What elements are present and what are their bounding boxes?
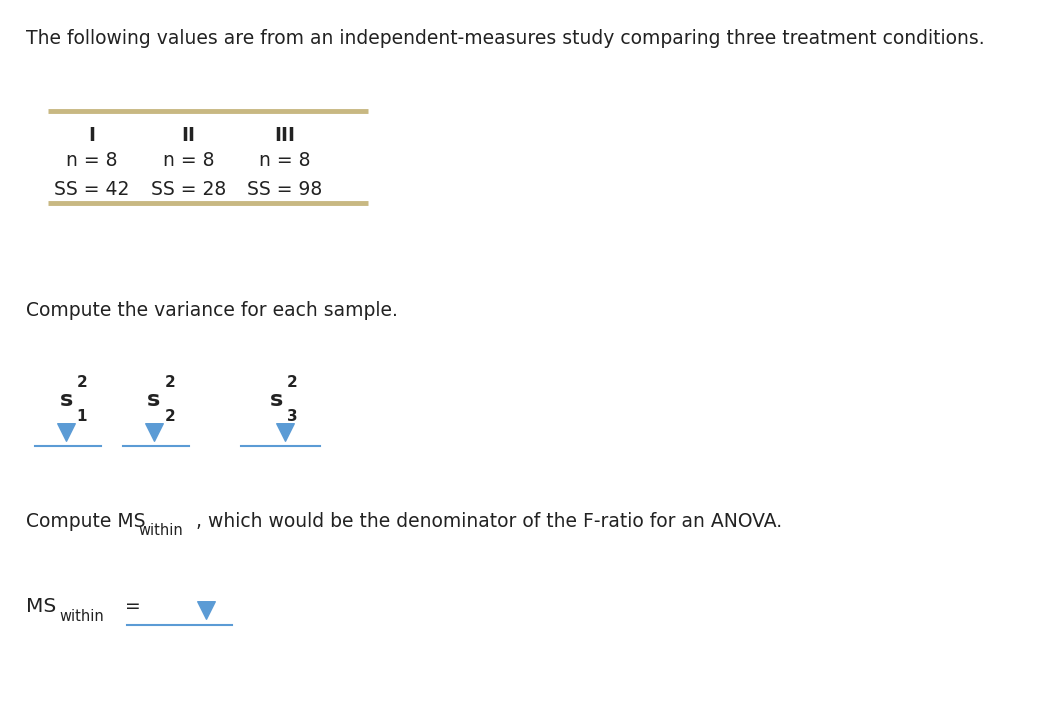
Text: within: within: [138, 523, 183, 538]
Text: $\mathbf{1}$: $\mathbf{1}$: [75, 408, 87, 423]
Text: =: =: [119, 598, 141, 616]
Point: [58, 426, 74, 438]
Text: $\mathbf{2}$: $\mathbf{2}$: [75, 374, 87, 390]
Text: $\mathbf{s}$: $\mathbf{s}$: [269, 390, 283, 410]
Text: $\mathbf{2}$: $\mathbf{2}$: [163, 408, 175, 423]
Text: within: within: [60, 608, 105, 624]
Text: The following values are from an independent-measures study comparing three trea: The following values are from an indepen…: [26, 29, 985, 48]
Point: [277, 426, 293, 438]
Point: [198, 605, 215, 616]
Text: $\mathbf{2}$: $\mathbf{2}$: [163, 374, 175, 390]
Text: $\mathbf{2}$: $\mathbf{2}$: [286, 374, 298, 390]
Text: III: III: [275, 126, 296, 145]
Text: SS = 98: SS = 98: [247, 180, 323, 198]
Text: $\mathbf{3}$: $\mathbf{3}$: [286, 408, 298, 423]
Point: [145, 426, 161, 438]
Text: $\mathbf{s}$: $\mathbf{s}$: [59, 390, 73, 410]
Text: SS = 42: SS = 42: [54, 180, 130, 198]
Text: Compute MS: Compute MS: [26, 512, 146, 531]
Text: Compute the variance for each sample.: Compute the variance for each sample.: [26, 301, 398, 320]
Text: $\mathbf{s}$: $\mathbf{s}$: [147, 390, 160, 410]
Text: SS = 28: SS = 28: [151, 180, 226, 198]
Text: n = 8: n = 8: [66, 151, 117, 170]
Text: n = 8: n = 8: [162, 151, 215, 170]
Text: , which would be the denominator of the F-ratio for an ANOVA.: , which would be the denominator of the …: [196, 512, 782, 531]
Text: II: II: [181, 126, 196, 145]
Text: n = 8: n = 8: [259, 151, 311, 170]
Text: MS: MS: [26, 598, 57, 616]
Text: I: I: [89, 126, 95, 145]
